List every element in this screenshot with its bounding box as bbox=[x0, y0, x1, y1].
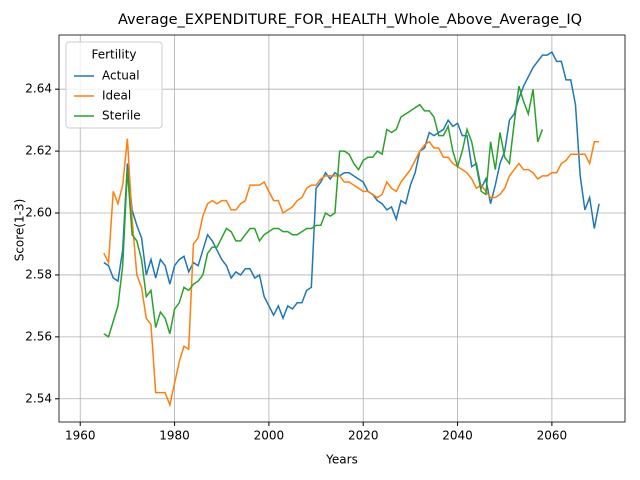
x-tick-label: 2000 bbox=[254, 429, 285, 443]
legend-label: Ideal bbox=[102, 89, 131, 103]
x-tick-label: 1980 bbox=[159, 429, 190, 443]
line-series bbox=[103, 50, 600, 321]
y-tick-label: 2.60 bbox=[25, 206, 52, 220]
x-tick-label: 2060 bbox=[537, 429, 568, 443]
line-series bbox=[103, 138, 600, 408]
legend-label: Actual bbox=[102, 69, 140, 83]
legend-label: Sterile bbox=[102, 109, 141, 123]
y-tick-label: 2.58 bbox=[25, 267, 52, 281]
x-tick-label: 2040 bbox=[442, 429, 473, 443]
legend: Fertility Actual Ideal Sterile bbox=[65, 41, 163, 129]
y-tick-label: 2.56 bbox=[25, 329, 52, 343]
x-axis-label: Years bbox=[325, 453, 358, 467]
y-tick-label: 2.62 bbox=[25, 144, 52, 158]
y-tick-label: 2.54 bbox=[25, 391, 52, 405]
x-tick-label: 2020 bbox=[348, 429, 379, 443]
chart-title: Average_EXPENDITURE_FOR_HEALTH_Whole_Abo… bbox=[118, 12, 582, 28]
x-tick-label: 1960 bbox=[65, 429, 96, 443]
y-tick-label: 2.64 bbox=[25, 82, 52, 96]
plot-frame bbox=[58, 34, 626, 423]
legend-box bbox=[65, 41, 163, 129]
line-series bbox=[103, 85, 544, 339]
legend-title: Fertility bbox=[91, 48, 136, 62]
y-axis-label: Score(1-3) bbox=[13, 199, 27, 262]
